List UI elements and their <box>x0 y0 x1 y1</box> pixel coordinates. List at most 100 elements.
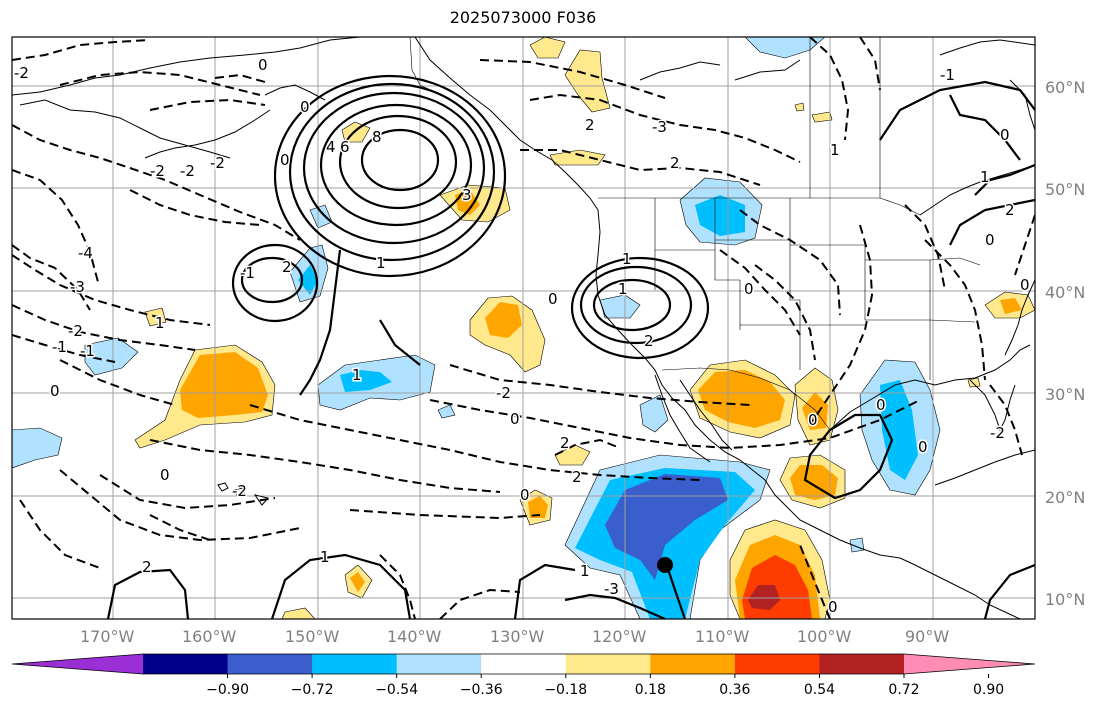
negative-anomaly-patch <box>437 404 456 419</box>
negative-anomaly-patch <box>744 37 826 59</box>
contour-label: 1 <box>352 366 362 384</box>
negative-contours <box>12 37 1035 619</box>
contour-label: -4 <box>78 244 93 262</box>
contour-label: 0 <box>548 290 558 308</box>
lon-label: 160°W <box>182 627 237 646</box>
contour-label: -2 <box>210 154 225 172</box>
positive-anomaly-patch <box>549 149 606 166</box>
contour-label: -2 <box>68 322 83 340</box>
colorbar-swatch <box>481 654 567 674</box>
colorbar-extend-high <box>904 654 1035 674</box>
contour-label: 1 <box>980 168 990 186</box>
contour-label: 0 <box>280 151 290 169</box>
negative-anomaly-core <box>695 195 745 236</box>
positive-anomaly-patch <box>529 37 566 59</box>
negative-anomaly-patch <box>599 294 641 319</box>
lon-label: 120°W <box>592 627 647 646</box>
contour-label: -2 <box>14 64 29 82</box>
coastlines <box>12 37 1035 619</box>
contour-label: 0 <box>258 56 268 74</box>
lat-label: 30°N <box>1045 385 1086 404</box>
colorbar-tick-label: −0.18 <box>544 682 588 698</box>
positive-anomaly-core <box>790 465 838 500</box>
contour-label: 0 <box>1020 276 1030 294</box>
positive-contours <box>106 74 1035 619</box>
positive-anomaly-patch <box>794 102 805 112</box>
colorbar-swatch <box>819 654 905 674</box>
positive-anomaly-core <box>485 302 522 338</box>
colorbar-tick-label: 0.18 <box>634 682 666 698</box>
contour-label: 0 <box>520 486 530 504</box>
map-frame <box>11 36 1036 620</box>
colorbar-swatch <box>734 654 820 674</box>
contour-label: 1 <box>376 254 386 272</box>
colorbar-tick-label: 0.90 <box>972 682 1005 698</box>
colorbar-tick-label: −0.72 <box>290 682 334 698</box>
contour-label: 2 <box>670 154 680 172</box>
contour-label: 0 <box>918 438 928 456</box>
lon-label: 110°W <box>695 627 750 646</box>
contour-label: -3 <box>604 580 619 598</box>
contour-label: 0 <box>876 396 886 414</box>
positive-anomaly-core <box>698 370 785 428</box>
contour-label: 2 <box>142 558 152 576</box>
contour-label: 6 <box>340 138 350 156</box>
positive-anomaly-core <box>528 496 548 518</box>
contour-label: 2 <box>560 434 570 452</box>
contour-label: -2 <box>496 384 511 402</box>
contour-label: 0 <box>985 231 995 249</box>
lon-label: 130°W <box>490 627 545 646</box>
contour-label: 2 <box>585 116 595 134</box>
contour-label: 1 <box>622 250 632 268</box>
map-title: 2025073000 F036 <box>449 8 597 27</box>
negative-anomaly-patch <box>12 427 63 469</box>
colorbar-tick-label: 0.36 <box>719 682 751 698</box>
contour-label: 1 <box>155 314 165 332</box>
lon-label: 140°W <box>387 627 442 646</box>
colorbar-tick-label: −0.54 <box>375 682 419 698</box>
colorbar-extend-low <box>12 654 143 674</box>
strong-negative-anomaly <box>605 474 728 580</box>
contour-label: 2 <box>282 258 292 276</box>
lon-label: 90°W <box>905 627 950 646</box>
contour-label: 0 <box>160 466 170 484</box>
lon-label: 170°W <box>80 627 135 646</box>
lat-label: 10°N <box>1045 590 1086 609</box>
positive-anomaly-core <box>802 392 828 430</box>
colorbar-swatch <box>312 654 398 674</box>
contour-label: -1 <box>80 342 95 360</box>
contour-label: 2 <box>1005 201 1015 219</box>
contour-label: 1 <box>320 548 330 566</box>
colorbar-outline <box>11 653 1036 675</box>
lat-label: 40°N <box>1045 283 1086 302</box>
colorbar <box>11 653 1036 678</box>
lat-label: 20°N <box>1045 488 1086 507</box>
contour-label: 0 <box>744 280 754 298</box>
positive-anomaly-core <box>180 352 268 418</box>
contour-label: -3 <box>70 278 85 296</box>
contour-label: 0 <box>300 98 310 116</box>
colorbar-tick-label: 0.72 <box>888 682 920 698</box>
lat-label: 60°N <box>1045 78 1086 97</box>
contour-label: 0 <box>50 382 60 400</box>
contour-label: 0 <box>510 410 520 428</box>
negative-anomaly-core <box>340 370 392 392</box>
contour-label: -2 <box>180 162 195 180</box>
contour-label: 0 <box>808 411 818 429</box>
colorbar-swatch <box>650 654 736 674</box>
contour-label: 2 <box>572 468 582 486</box>
contour-label: 3 <box>462 186 472 204</box>
colorbar-swatch <box>143 654 229 674</box>
contour-label: 0 <box>828 598 838 616</box>
colorbar-tick-label: −0.36 <box>459 682 503 698</box>
colorbar-tick-label: 0.54 <box>803 682 836 698</box>
positive-anomaly-patch <box>811 111 833 123</box>
colorbar-swatch <box>227 654 313 674</box>
contour-label: 1 <box>580 562 590 580</box>
contour-label: 1 <box>830 141 840 159</box>
colorbar-swatch <box>565 654 651 674</box>
storm-center-marker[interactable] <box>657 557 673 573</box>
colorbar-tick-label: −0.90 <box>206 682 249 698</box>
